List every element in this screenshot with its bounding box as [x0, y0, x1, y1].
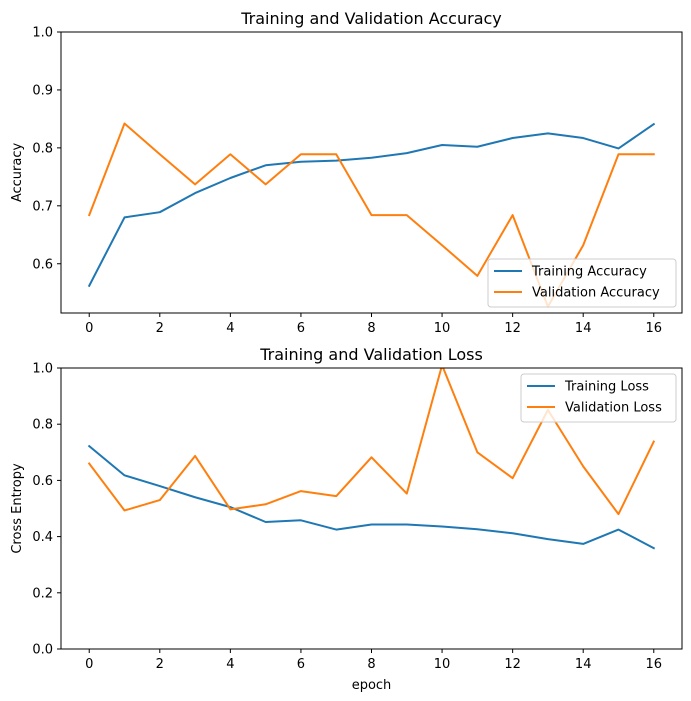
plot-frame: [60, 31, 683, 314]
y-axis-label: Cross Entropy: [10, 463, 25, 554]
x-tick-label: 12: [504, 321, 521, 336]
x-tick-label: 14: [575, 657, 592, 672]
x-tick-label: 2: [156, 657, 164, 672]
tick-layer: 0 2 4 6 8 10 12 14 16 0.6 0.7 0.8 0.9 1.0: [32, 26, 662, 337]
x-axis-label: epoch: [352, 678, 392, 693]
y-tick-label: 0.0: [32, 643, 53, 658]
series-line-training-loss: [87, 444, 656, 550]
x-tick-label: 0: [85, 321, 93, 336]
legend-label-validation-accuracy: Validation Accuracy: [532, 286, 660, 301]
series-layer: [87, 368, 656, 550]
x-tick-label: 12: [504, 657, 521, 672]
x-tick-label: 10: [434, 321, 451, 336]
plot-frame: [60, 367, 683, 650]
legend-label-training-loss: Training Loss: [564, 380, 649, 395]
y-tick-label: 0.2: [32, 586, 53, 601]
x-tick-label: 6: [297, 321, 305, 336]
x-tick-label: 8: [367, 657, 375, 672]
x-tick-label: 6: [297, 657, 305, 672]
series-line-training-accuracy: [87, 122, 656, 288]
legend-box: [520, 373, 677, 423]
legend-label-validation-loss: Validation Loss: [565, 401, 662, 416]
y-axis-label: Accuracy: [10, 143, 25, 203]
x-tick-label: 0: [85, 657, 93, 672]
loss-chart: Training and Validation Loss Cross Entro…: [10, 345, 683, 693]
x-tick-label: 16: [645, 321, 662, 336]
accuracy-chart: Training and Validation Accuracy Accurac…: [10, 9, 683, 337]
chart-title: Training and Validation Accuracy: [240, 9, 502, 28]
x-tick-label: 2: [156, 321, 164, 336]
series-line-validation-loss: [87, 368, 656, 516]
x-tick-label: 4: [226, 321, 234, 336]
legend-box: [487, 258, 677, 308]
legend: Training Loss Validation Loss: [520, 373, 677, 423]
x-tick-label: 8: [367, 321, 375, 336]
x-tick-label: 14: [575, 321, 592, 336]
y-tick-label: 1.0: [32, 26, 53, 41]
y-tick-label: 0.7: [32, 199, 53, 214]
legend-label-training-accuracy: Training Accuracy: [531, 265, 647, 280]
y-tick-label: 1.0: [32, 362, 53, 377]
legend: Training Accuracy Validation Accuracy: [487, 258, 677, 308]
y-tick-label: 0.8: [32, 141, 53, 156]
chart-title: Training and Validation Loss: [259, 345, 483, 364]
tick-layer: 0 2 4 6 8 10 12 14 16 0.0 0.2 0.4 0.6 0.8 1.0: [32, 362, 662, 673]
x-tick-label: 10: [434, 657, 451, 672]
y-tick-label: 0.6: [32, 257, 53, 272]
y-tick-label: 0.9: [32, 83, 53, 98]
y-tick-label: 0.6: [32, 474, 53, 489]
y-tick-label: 0.8: [32, 418, 53, 433]
x-tick-label: 4: [226, 657, 234, 672]
x-tick-label: 16: [645, 657, 662, 672]
y-tick-label: 0.4: [32, 530, 53, 545]
